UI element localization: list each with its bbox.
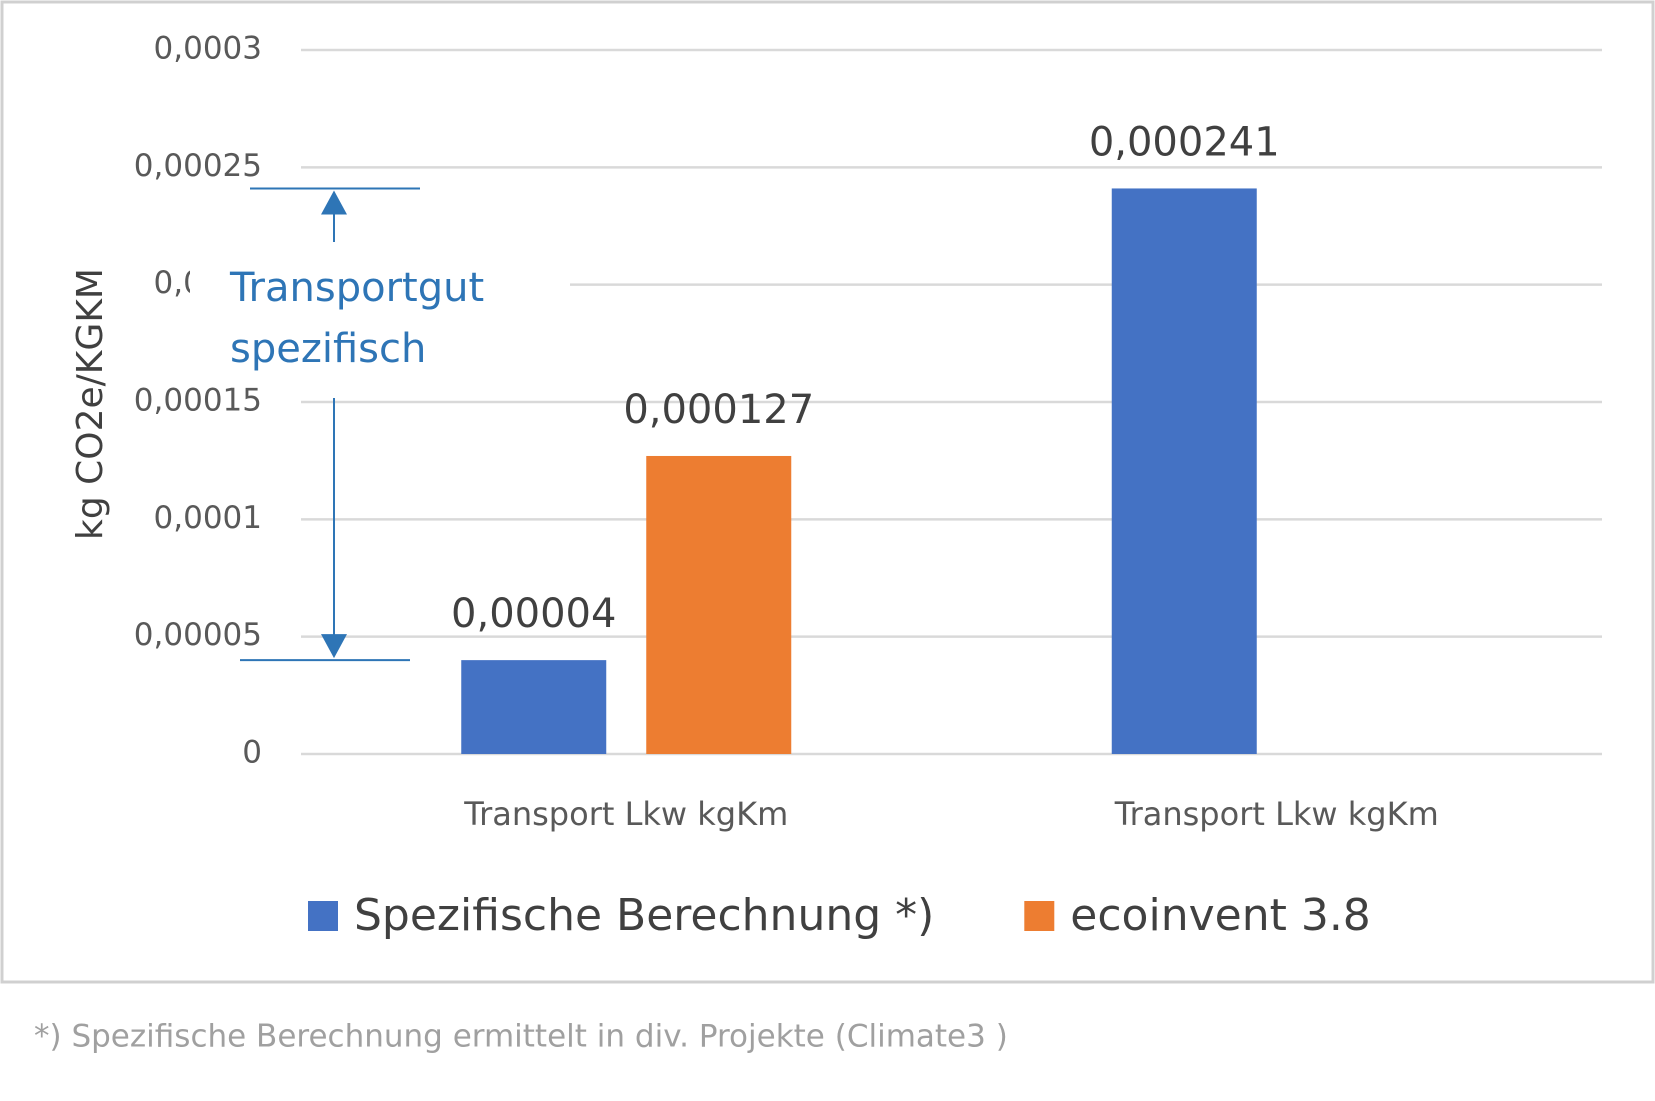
legend-label: Spezifische Berechnung *) [354,890,934,941]
annotation-background [190,255,570,380]
y-tick-label: 0,00025 [134,148,262,184]
data-label: 0,000127 [623,387,814,433]
legend-swatch [1024,901,1055,931]
y-tick-label: 0,0001 [154,500,262,536]
legend-label: ecoinvent 3.8 [1070,890,1371,941]
bar [461,660,607,754]
legend-swatch [308,901,338,931]
annotation-text: spezifisch [230,326,426,372]
footnote: *) Spezifische Berechnung ermittelt in d… [34,1019,1008,1055]
data-label: 0,00004 [451,591,616,637]
annotation-arrowhead [321,634,347,659]
x-tick-label: Transport Lkw kgKm [1114,795,1439,833]
y-tick-label: 0 [242,735,262,771]
y-tick-label: 0,00015 [134,383,262,419]
annotation-arrowhead [321,190,347,215]
y-axis-title: kg CO2e/KGKM [70,268,111,540]
x-tick-label: Transport Lkw kgKm [463,795,788,833]
y-tick-label: 0,00005 [134,617,262,653]
data-label: 0,000241 [1089,119,1280,165]
chart-frame [0,0,1655,984]
annotation-text: Transportgut [229,265,484,311]
bar [646,455,792,754]
bar [1111,188,1257,754]
y-tick-label: 0,0003 [154,31,262,67]
